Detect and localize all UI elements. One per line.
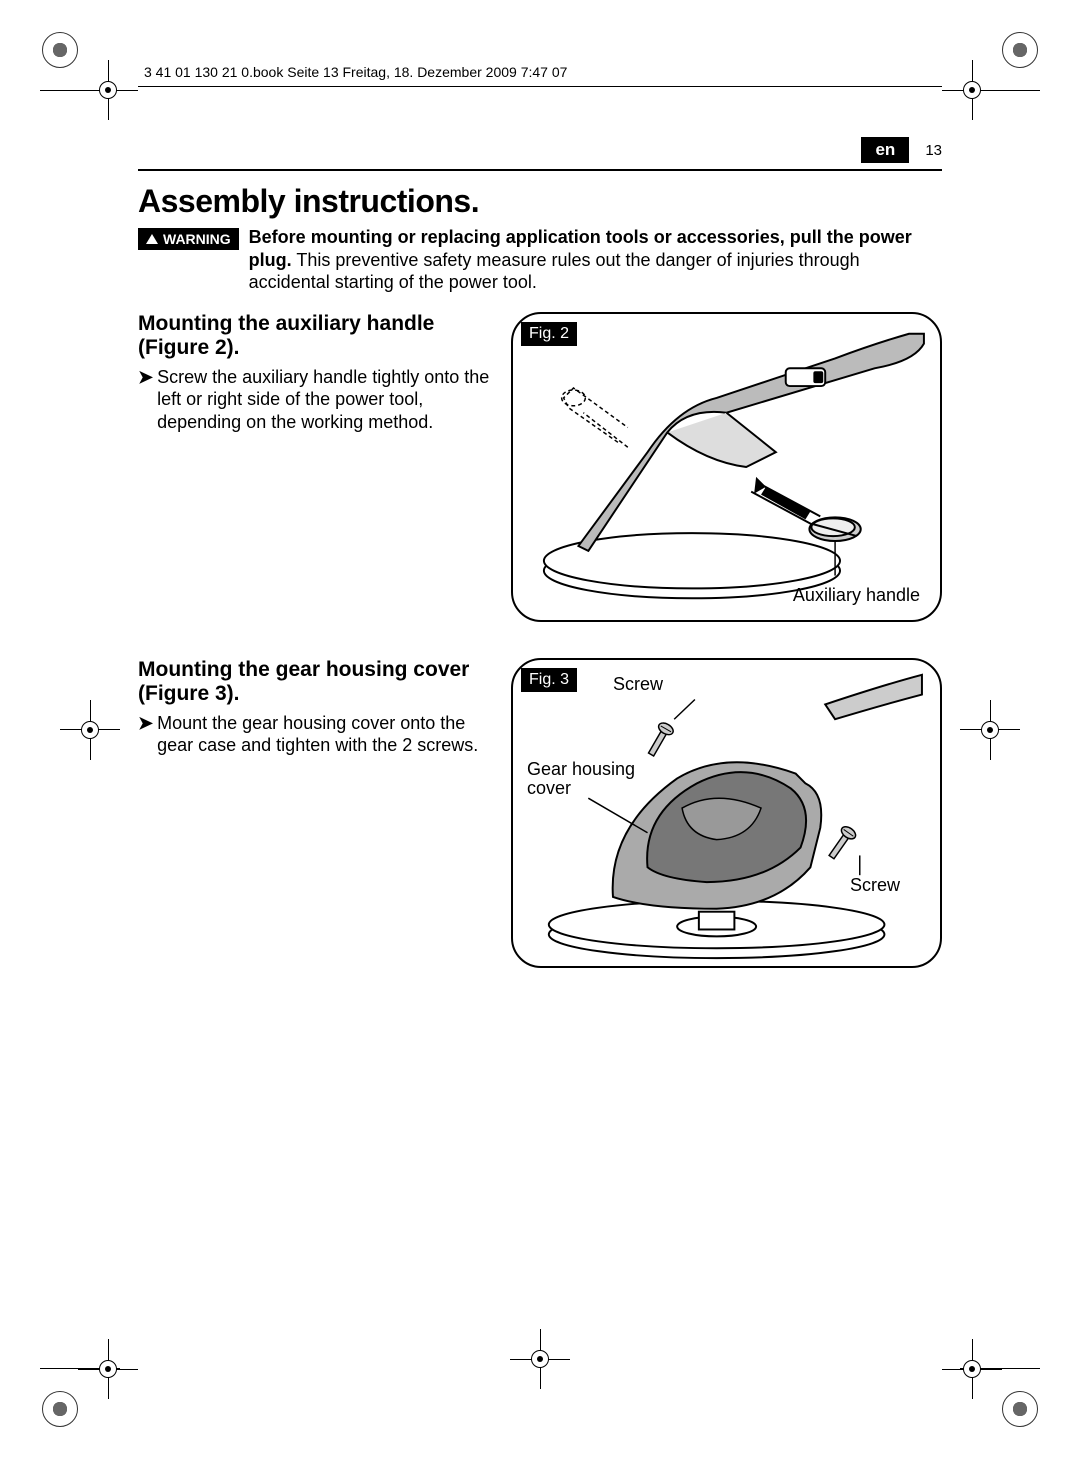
crop-mark — [40, 30, 80, 70]
warning-block: WARNING Before mounting or replacing app… — [138, 226, 942, 294]
warning-icon — [146, 234, 158, 244]
figure-3: Fig. 3 — [511, 658, 942, 968]
crop-mark — [970, 710, 1010, 750]
figure-3-screw-top: Screw — [613, 674, 663, 695]
page-title: Assembly instructions. — [138, 183, 942, 220]
warning-rest: This preventive safety measure rules out… — [249, 250, 860, 293]
warning-text: Before mounting or replacing application… — [249, 226, 942, 294]
figure-label: Fig. 3 — [521, 668, 577, 692]
section2-heading: Mounting the gear housing cover (Figure … — [138, 658, 493, 706]
section1-heading: Mounting the auxiliary handle (Figure 2)… — [138, 312, 493, 360]
section1-text: ➤ Screw the auxiliary handle tightly ont… — [138, 366, 493, 434]
divider — [138, 169, 942, 171]
warning-label: WARNING — [163, 231, 231, 247]
section2-text: ➤ Mount the gear housing cover onto the … — [138, 712, 493, 757]
section1-body: Screw the auxiliary handle tightly onto … — [157, 366, 493, 434]
crop-mark — [1000, 1389, 1040, 1429]
page-number: 13 — [925, 142, 942, 159]
figure-2-callout: Auxiliary handle — [793, 585, 920, 606]
figure-2-illustration — [513, 314, 940, 620]
crop-mark — [40, 1389, 80, 1429]
divider — [138, 86, 942, 87]
figure-3-illustration — [513, 660, 940, 966]
bullet-arrow-icon: ➤ — [138, 366, 153, 434]
bullet-arrow-icon: ➤ — [138, 712, 153, 757]
crop-mark — [70, 710, 110, 750]
figure-2: Fig. 2 — [511, 312, 942, 622]
section2-body: Mount the gear housing cover onto the ge… — [157, 712, 493, 757]
crop-mark — [952, 1349, 992, 1389]
figure-3-screw-bottom: Screw — [850, 875, 900, 896]
crop-mark — [1000, 30, 1040, 70]
running-header: 3 41 01 130 21 0.book Seite 13 Freitag, … — [144, 64, 942, 80]
language-badge: en — [861, 137, 909, 163]
warning-badge: WARNING — [138, 228, 239, 250]
crop-mark — [88, 1349, 128, 1389]
figure-3-cover: Gear housing cover — [527, 760, 647, 800]
figure-label: Fig. 2 — [521, 322, 577, 346]
